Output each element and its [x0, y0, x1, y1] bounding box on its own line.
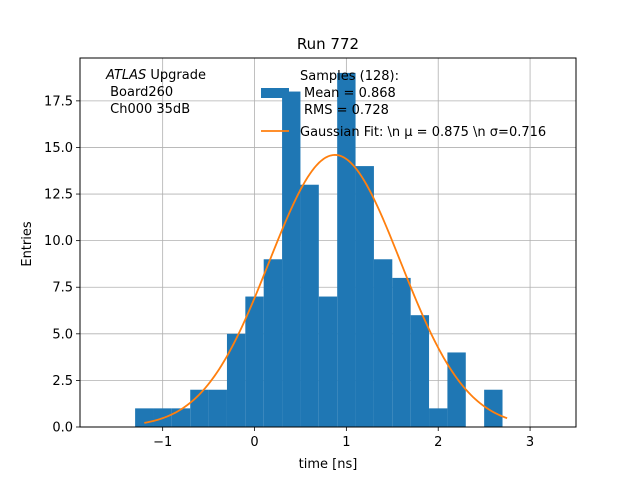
legend-samples-line-1: Samples (128):	[300, 69, 399, 84]
x-axis-label: time [ns]	[299, 457, 358, 472]
y-tick-label: 10.0	[44, 234, 73, 249]
y-tick-label: 12.5	[44, 188, 73, 203]
y-tick-label: 5.0	[52, 327, 73, 342]
gaussian-fit-layer	[144, 154, 508, 424]
x-tick-label: −1	[153, 435, 172, 450]
histogram-bar	[410, 315, 430, 427]
legend-fit-label: Gaussian Fit: \n μ = 0.875 \n σ=0.716	[300, 125, 546, 140]
histogram-bar	[447, 352, 466, 427]
y-tick-label: 2.5	[52, 374, 73, 389]
histogram-bar	[318, 296, 338, 427]
x-tick-label: 2	[434, 435, 442, 450]
y-tick-label: 15.0	[44, 141, 73, 156]
histogram-bar	[484, 389, 503, 427]
histogram-bar	[429, 408, 448, 427]
plot-frame	[79, 57, 577, 428]
y-axis-label: Entries	[20, 221, 35, 267]
legend-samples-line-3: RMS = 0.728	[304, 103, 389, 118]
histogram-bar	[373, 259, 393, 427]
annotation-line-1: ATLAS Upgrade	[105, 68, 206, 83]
histogram-bar	[355, 166, 374, 427]
legend-samples-line-2: Mean = 0.868	[304, 86, 396, 101]
y-tick-label: 0.0	[52, 421, 73, 436]
atlas-annotation: ATLAS Upgrade Board260 Ch000 35dB	[105, 68, 206, 117]
histogram-bar	[263, 259, 283, 427]
annotation-line-2: Board260	[106, 85, 173, 100]
x-tick-label: 3	[526, 435, 534, 450]
histogram-bar	[245, 296, 264, 427]
x-tick-label: 0	[250, 435, 258, 450]
annotation-atlas: ATLAS	[105, 68, 146, 83]
annotation-line-3: Ch000 35dB	[106, 102, 190, 117]
legend: Samples (128): Mean = 0.868 RMS = 0.728 …	[261, 69, 546, 140]
annotation-upgrade: Upgrade	[146, 68, 206, 83]
chart-title: Run 772	[297, 35, 359, 53]
histogram-bar	[282, 91, 301, 427]
y-tick-label: 17.5	[44, 94, 73, 109]
x-tick-label: 1	[342, 435, 350, 450]
axis-ticks: −1 0 1 2 3 0.0 2.5 5.0 7.5 10.0 12.5 15.0 17.5	[44, 94, 534, 450]
histogram-bar	[392, 277, 411, 427]
histogram-bar	[208, 389, 227, 427]
histogram-bar	[300, 184, 319, 427]
histogram-bar	[135, 408, 154, 427]
y-tick-label: 7.5	[52, 281, 73, 296]
histogram-bar	[171, 408, 191, 427]
histogram-bar	[337, 72, 356, 427]
legend-histogram-swatch	[261, 88, 289, 98]
histogram-bar	[226, 333, 246, 427]
gaussian-fit-curve	[144, 154, 508, 424]
